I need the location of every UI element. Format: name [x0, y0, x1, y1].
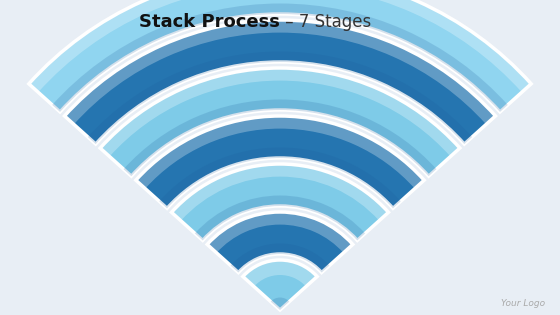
- Wedge shape: [52, 3, 508, 112]
- Wedge shape: [195, 196, 365, 240]
- Wedge shape: [171, 164, 389, 240]
- Wedge shape: [124, 100, 436, 176]
- Wedge shape: [207, 212, 353, 253]
- Text: Stack Process: Stack Process: [139, 13, 280, 31]
- Wedge shape: [136, 116, 424, 189]
- Wedge shape: [100, 68, 460, 176]
- Wedge shape: [243, 260, 317, 310]
- Text: Your Logo: Your Logo: [501, 299, 545, 308]
- Text: – 7 Stages: – 7 Stages: [280, 13, 371, 31]
- Wedge shape: [231, 243, 329, 272]
- Wedge shape: [64, 20, 496, 144]
- Wedge shape: [64, 20, 496, 124]
- Wedge shape: [136, 116, 424, 208]
- Wedge shape: [159, 147, 401, 208]
- Wedge shape: [100, 68, 460, 157]
- Wedge shape: [171, 164, 389, 221]
- Wedge shape: [207, 212, 353, 272]
- Wedge shape: [88, 51, 472, 144]
- Wedge shape: [270, 297, 290, 310]
- Wedge shape: [243, 260, 317, 287]
- Wedge shape: [29, 0, 531, 112]
- Wedge shape: [29, 0, 531, 92]
